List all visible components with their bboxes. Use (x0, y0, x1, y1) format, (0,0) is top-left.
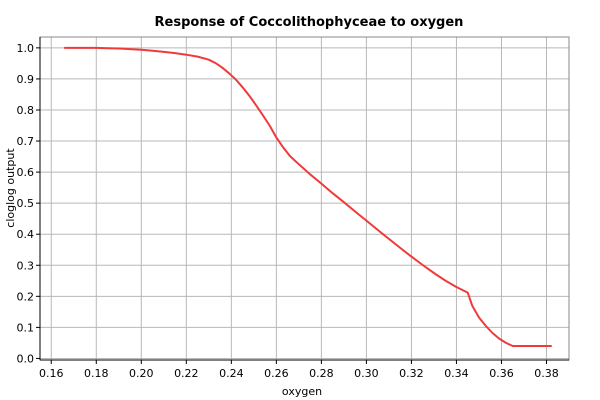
series-group (63, 46, 552, 347)
x-tick-label: 0.26 (264, 367, 289, 380)
y-tick-label: 0.5 (17, 197, 35, 210)
x-tick-label: 0.20 (129, 367, 154, 380)
response-curve-line (63, 46, 552, 347)
y-tick-label: 0.8 (17, 104, 35, 117)
x-tick-label: 0.28 (309, 367, 334, 380)
y-tick-label: 0.7 (17, 135, 35, 148)
x-tick-label: 0.32 (399, 367, 424, 380)
y-tick-label: 0.4 (17, 228, 35, 241)
x-axis-label: oxygen (282, 385, 322, 398)
y-tick-label: 0.9 (17, 73, 35, 86)
y-tick-label: 0.3 (17, 259, 35, 272)
x-tick-label: 0.18 (84, 367, 109, 380)
y-tick-label: 0.6 (17, 166, 35, 179)
x-tick-label: 0.16 (39, 367, 64, 380)
y-axis-ticks: 0.0 0.1 0.2 0.3 0.4 0.5 0.6 0.7 0.8 0.9 1.0 (17, 42, 40, 365)
y-tick-label: 0.0 (17, 352, 35, 365)
x-tick-label: 0.30 (354, 367, 379, 380)
y-tick-label: 1.0 (17, 42, 35, 55)
y-axis-label: cloglog output (4, 148, 17, 228)
x-tick-label: 0.34 (444, 367, 469, 380)
x-tick-label: 0.36 (489, 367, 514, 380)
x-tick-label: 0.24 (219, 367, 244, 380)
y-tick-label: 0.1 (17, 321, 35, 334)
x-tick-label: 0.22 (174, 367, 199, 380)
chart-title: Response of Coccolithophyceae to oxygen (155, 15, 464, 30)
x-tick-label: 0.38 (534, 367, 559, 380)
x-axis-ticks: 0.16 0.18 0.20 0.22 0.24 0.26 0.28 0.30 0.32 0.34… (39, 360, 559, 380)
y-tick-label: 0.2 (17, 290, 35, 303)
plot-area (39, 36, 570, 361)
plot-background (40, 37, 569, 360)
